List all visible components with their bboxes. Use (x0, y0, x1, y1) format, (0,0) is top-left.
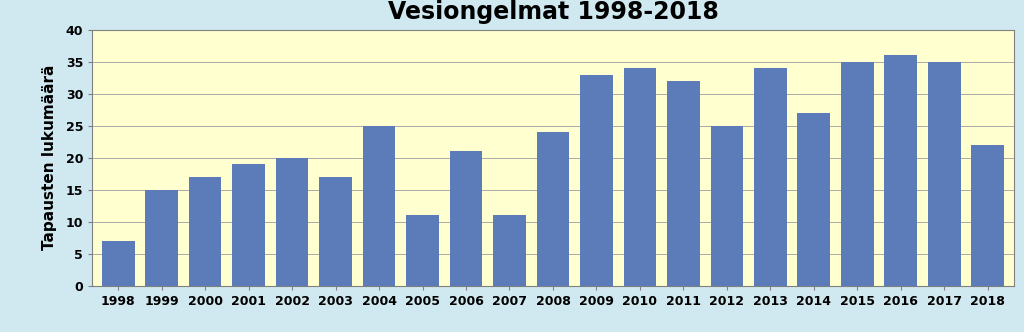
Bar (145, 190, 178, 286)
Y-axis label: Tapausten lukumäärä: Tapausten lukumäärä (42, 65, 57, 250)
Bar (624, 68, 656, 286)
Bar (754, 68, 786, 286)
Bar (928, 62, 961, 286)
Bar (362, 126, 395, 286)
Bar (581, 75, 612, 286)
Bar (885, 55, 918, 286)
Bar (494, 215, 525, 286)
Bar (188, 177, 221, 286)
Bar (711, 126, 743, 286)
Bar (667, 81, 699, 286)
Bar (972, 145, 1004, 286)
Bar (232, 164, 265, 286)
Bar (537, 132, 569, 286)
Bar (841, 62, 873, 286)
Bar (102, 241, 134, 286)
Bar (319, 177, 352, 286)
Title: Vesiongelmat 1998-2018: Vesiongelmat 1998-2018 (387, 0, 719, 24)
Bar (407, 215, 439, 286)
Bar (798, 113, 830, 286)
Bar (450, 151, 482, 286)
Bar (275, 158, 308, 286)
